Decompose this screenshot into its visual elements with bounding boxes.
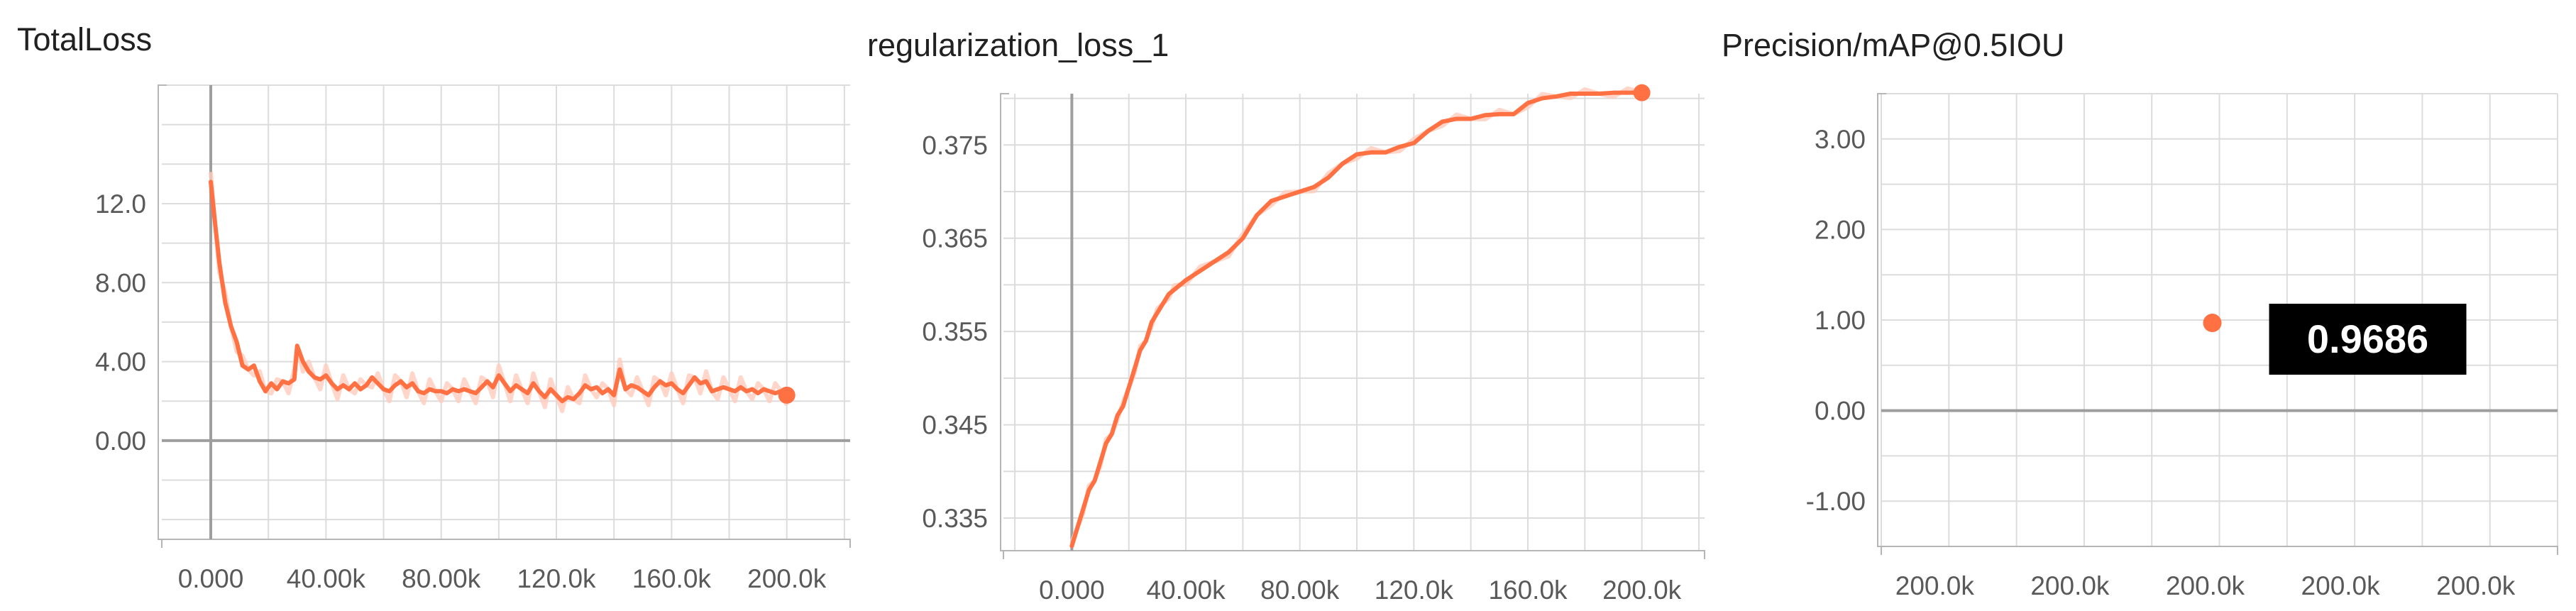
series-last-point bbox=[1633, 84, 1651, 101]
y-tick-label: 0.00 bbox=[1815, 397, 1866, 426]
x-tick-label: 200.0k bbox=[1602, 576, 1682, 605]
y-tick-label: 0.335 bbox=[922, 504, 988, 533]
y-tick-label: 3.00 bbox=[1815, 125, 1866, 154]
x-axis-bracket bbox=[1881, 546, 2558, 555]
series-line bbox=[1069, 90, 1644, 549]
data-point[interactable] bbox=[2203, 314, 2222, 333]
x-tick-label: 40.00k bbox=[1146, 576, 1226, 605]
series-line bbox=[208, 180, 789, 404]
y-tick-label: 1.00 bbox=[1815, 306, 1866, 335]
x-tick-label: 160.0k bbox=[632, 564, 712, 593]
x-tick-label: 40.00k bbox=[287, 564, 366, 593]
y-axis-bracket bbox=[1000, 93, 1009, 551]
y-tick-label: 4.00 bbox=[95, 348, 146, 377]
y-tick-label: 2.00 bbox=[1815, 215, 1866, 244]
x-tick-label: 200.0k bbox=[2436, 571, 2516, 600]
x-tick-label: 200.0k bbox=[2030, 571, 2110, 600]
chart-total-loss[interactable]: 0.00 4.00 8.00 12.0 0.000 40.00k 80.00k 120.0k 1… bbox=[0, 0, 859, 611]
x-axis-bracket bbox=[1003, 550, 1705, 559]
y-tick-label: 0.365 bbox=[922, 224, 988, 253]
x-tick-label: 80.00k bbox=[1260, 576, 1340, 605]
x-tick-label: 120.0k bbox=[517, 564, 596, 593]
x-tick-label: 0.000 bbox=[1039, 576, 1105, 605]
y-tick-label: 0.345 bbox=[922, 411, 988, 440]
chart-panel-total-loss: TotalLoss 0.00 4.00 8.00 12.0 0.000 40.00k 80.… bbox=[0, 0, 859, 611]
chart-title: Precision/mAP@0.5IOU bbox=[1722, 27, 2065, 63]
x-tick-label: 80.00k bbox=[402, 564, 481, 593]
x-tick-label: 120.0k bbox=[1375, 576, 1454, 605]
x-tick-label: 160.0k bbox=[1488, 576, 1568, 605]
x-tick-label: 200.0k bbox=[1895, 571, 1975, 600]
y-tick-label: 0.00 bbox=[95, 426, 146, 456]
tooltip-background bbox=[2269, 304, 2467, 375]
y-tick-label: 8.00 bbox=[95, 268, 146, 297]
y-axis-bracket bbox=[158, 84, 167, 540]
x-tick-label: 0.000 bbox=[178, 564, 244, 593]
y-tick-label: 0.355 bbox=[922, 317, 988, 346]
tooltip-value: 0.9686 bbox=[2307, 316, 2428, 361]
series-last-point bbox=[778, 386, 796, 404]
value-tooltip: 0.9686 bbox=[2269, 304, 2467, 375]
x-tick-label: 200.0k bbox=[747, 564, 827, 593]
chart-title: TotalLoss bbox=[17, 21, 153, 57]
y-tick-label: -1.00 bbox=[1806, 487, 1866, 516]
y-tick-label: 12.0 bbox=[95, 189, 146, 219]
chart-panel-precision-map: Precision/mAP@0.5IOU -1.00 0.00 1.00 2.00 3.… bbox=[1722, 0, 2576, 611]
y-tick-label: 0.375 bbox=[922, 131, 988, 160]
chart-precision-map[interactable]: -1.00 0.00 1.00 2.00 3.00 200.0k 200.0k 200.0k 2… bbox=[1722, 0, 2576, 611]
x-tick-label: 200.0k bbox=[2301, 571, 2381, 600]
chart-title: regularization_loss_1 bbox=[867, 27, 1169, 63]
chart-regularization-loss[interactable]: 0.335 0.345 0.355 0.365 0.375 0.000 40.00k 80.0… bbox=[867, 0, 1726, 611]
x-tick-label: 200.0k bbox=[2166, 571, 2245, 600]
x-axis-bracket bbox=[161, 539, 851, 548]
chart-panel-regularization-loss: regularization_loss_1 0.335 0.345 0.355 0.3… bbox=[867, 0, 1726, 611]
